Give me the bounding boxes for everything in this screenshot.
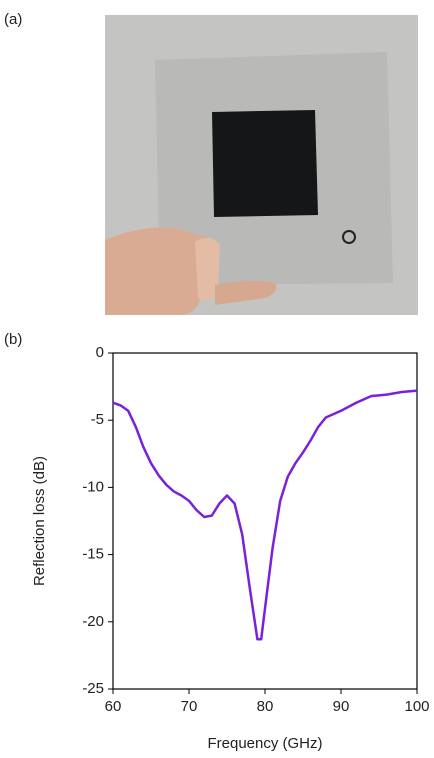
x-tick-label: 60 bbox=[105, 698, 122, 715]
y-tick-label: -5 bbox=[91, 411, 104, 428]
x-axis-label: Frequency (GHz) bbox=[207, 735, 322, 752]
x-tick-label: 100 bbox=[404, 698, 429, 715]
y-axis-label: Reflection loss (dB) bbox=[31, 456, 48, 586]
y-tick-label: -20 bbox=[82, 613, 104, 630]
panel-label: (b) bbox=[4, 331, 22, 348]
y-tick-label: -15 bbox=[82, 546, 104, 563]
y-tick-label: -10 bbox=[82, 478, 104, 495]
y-tick-label: 0 bbox=[96, 344, 104, 361]
data-line bbox=[112, 389, 418, 641]
x-tick-label: 80 bbox=[257, 698, 274, 715]
panel-label: (a) bbox=[4, 11, 22, 28]
x-tick-label: 70 bbox=[181, 698, 198, 715]
y-tick-label: -25 bbox=[82, 680, 104, 697]
x-tick-label: 90 bbox=[333, 698, 350, 715]
plot-frame bbox=[112, 352, 418, 690]
photo bbox=[105, 15, 418, 315]
